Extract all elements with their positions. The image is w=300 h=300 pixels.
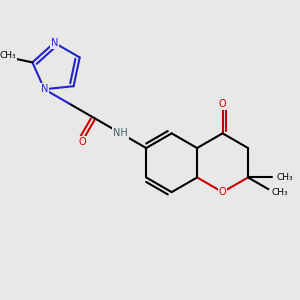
Text: N: N: [51, 38, 58, 48]
Text: N: N: [41, 84, 48, 94]
Text: O: O: [78, 136, 86, 147]
Text: O: O: [219, 187, 226, 197]
Text: NH: NH: [113, 128, 128, 138]
Text: CH₃: CH₃: [0, 51, 16, 60]
Text: CH₃: CH₃: [271, 188, 288, 196]
Text: CH₃: CH₃: [276, 173, 293, 182]
Text: O: O: [219, 99, 226, 109]
